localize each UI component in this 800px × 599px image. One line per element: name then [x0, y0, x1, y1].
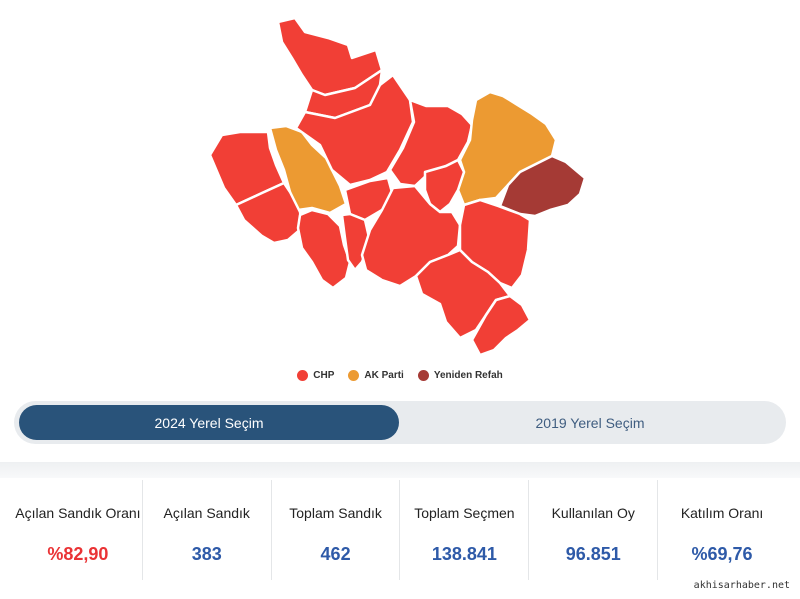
district-southwest[interactable] — [296, 208, 352, 290]
district-map — [208, 16, 587, 357]
election-tabs: 2024 Yerel Seçim 2019 Yerel Seçim — [14, 401, 786, 444]
legend-item-chp: CHP — [297, 370, 334, 381]
stat-value: 138.841 — [431, 544, 497, 564]
legend-dot — [348, 370, 360, 381]
stat-label: Açılan Sandık — [163, 504, 250, 521]
stat-value: 383 — [191, 544, 222, 564]
stat-label: Kullanılan Oy — [551, 504, 635, 521]
section-divider — [0, 462, 800, 478]
tab-2019[interactable]: 2019 Yerel Seçim — [535, 414, 645, 431]
stat-total-boxes: Toplam Sandık 462 — [272, 480, 401, 580]
stat-value: %82,90 — [47, 544, 109, 564]
legend-label: Yeniden Refah — [433, 370, 503, 381]
legend-label: AK Parti — [364, 370, 404, 381]
stat-opened-ratio: Açılan Sandık Oranı %82,90 — [14, 480, 143, 580]
stat-value: 462 — [320, 544, 351, 564]
legend-label: CHP — [313, 370, 335, 381]
map-legend: CHP AK Parti Yeniden Refah — [0, 370, 800, 381]
stat-opened: Açılan Sandık 383 — [143, 480, 272, 580]
district-west-orange — [268, 124, 348, 215]
stat-turnout: Katılım Oranı %69,76 — [658, 480, 786, 580]
watermark: akhisarhaber.net — [693, 580, 790, 591]
legend-item-ak-parti: AK Parti — [348, 370, 404, 381]
legend-item-yeniden-refah: Yeniden Refah — [417, 370, 503, 381]
stat-votes-cast: Kullanılan Oy 96.851 — [529, 480, 659, 580]
stat-label: Toplam Seçmen — [414, 504, 515, 521]
district-far-south[interactable] — [470, 294, 532, 357]
stat-label: Katılım Oranı — [680, 504, 764, 521]
district-central-big[interactable] — [294, 73, 415, 187]
stat-value: %69,76 — [691, 544, 753, 564]
stat-label: Açılan Sandık Oranı — [15, 504, 141, 521]
legend-dot — [417, 370, 429, 381]
legend-dot — [297, 370, 309, 381]
tab-2024[interactable]: 2024 Yerel Seçim — [19, 405, 399, 440]
stats-row: Açılan Sandık Oranı %82,90 Açılan Sandık… — [14, 480, 786, 580]
district-center-mid[interactable] — [423, 158, 466, 214]
stat-total-voters: Toplam Seçmen 138.841 — [400, 480, 530, 580]
stat-value: 96.851 — [565, 544, 621, 564]
stat-label: Toplam Sandık — [289, 504, 382, 521]
district-far-west[interactable] — [208, 130, 286, 207]
